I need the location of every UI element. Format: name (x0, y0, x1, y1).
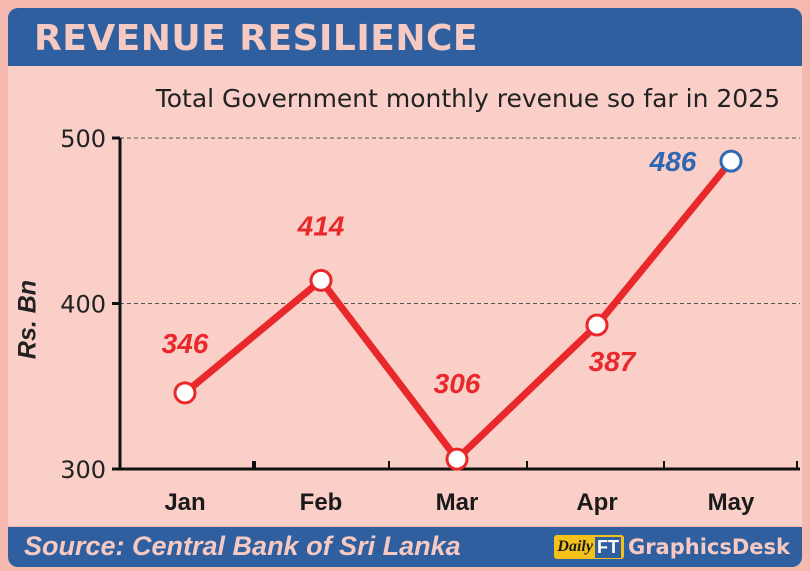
chart-subtitle: Total Government monthly revenue so far … (155, 84, 780, 113)
data-point (309, 268, 333, 292)
x-tick-label: May (708, 489, 755, 516)
y-tick-label: 300 (60, 456, 106, 484)
graphicsdesk-text: GraphicsDesk (627, 535, 790, 559)
data-point (173, 381, 197, 405)
revenue-line (182, 158, 734, 465)
chart-footer: Source: Central Bank of Sri Lanka Daily … (8, 527, 802, 567)
y-tick-label: 400 (60, 291, 106, 319)
logo-ft-text: FT (594, 536, 621, 558)
publisher-brand: Daily FT GraphicsDesk (554, 534, 790, 560)
source-note: Source: Central Bank of Sri Lanka (24, 531, 461, 561)
data-point (585, 313, 609, 337)
dailyft-logo: Daily FT (554, 535, 624, 559)
x-tick-label: Apr (576, 489, 617, 516)
x-tick-label: Mar (436, 489, 479, 516)
chart-title: REVENUE RESILIENCE (34, 18, 478, 59)
data-point (445, 447, 469, 471)
chart-panel (8, 66, 802, 526)
data-point (719, 149, 743, 173)
data-label: 414 (297, 210, 345, 241)
x-tick-label: Jan (164, 489, 205, 516)
x-tick-label: Feb (300, 489, 343, 516)
data-label: 387 (589, 346, 637, 377)
data-label: 486 (649, 146, 697, 177)
chart-header: REVENUE RESILIENCE (8, 8, 802, 66)
logo-daily-text: Daily (557, 538, 593, 555)
data-label: 346 (162, 328, 209, 359)
data-label: 306 (434, 368, 481, 399)
y-tick-label: 500 (60, 125, 106, 153)
